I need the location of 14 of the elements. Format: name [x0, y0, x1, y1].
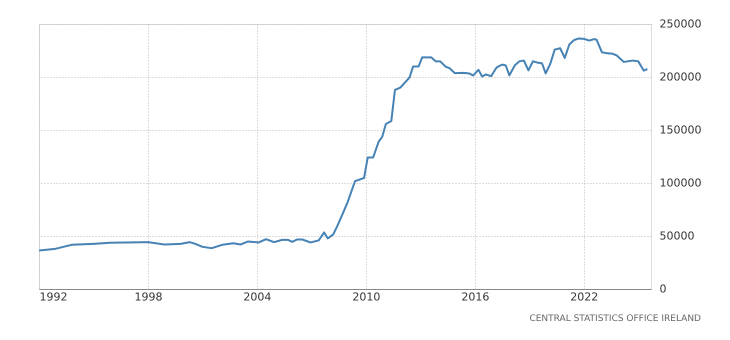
- y-tick-label: 250000: [660, 18, 702, 30]
- x-tick-label: 2016: [461, 290, 490, 304]
- y-tick-label: 200000: [660, 70, 702, 84]
- y-tick-label: 100000: [660, 176, 702, 190]
- text: CENTRAL STATISTICS OFFICE IRELAND: [529, 314, 702, 324]
- x-tick-label: 1992: [40, 290, 68, 304]
- y-tick-label: 0: [660, 282, 666, 296]
- line-series: [38, 38, 648, 252]
- y-tick-label: 50000: [660, 230, 694, 242]
- x-tick-label: 2010: [352, 290, 380, 304]
- x-tick-label: 1998: [134, 290, 162, 304]
- y-tick-label: 150000: [660, 124, 702, 136]
- x-tick-label: 2004: [243, 290, 272, 304]
- x-tick-label: 2022: [570, 290, 598, 304]
